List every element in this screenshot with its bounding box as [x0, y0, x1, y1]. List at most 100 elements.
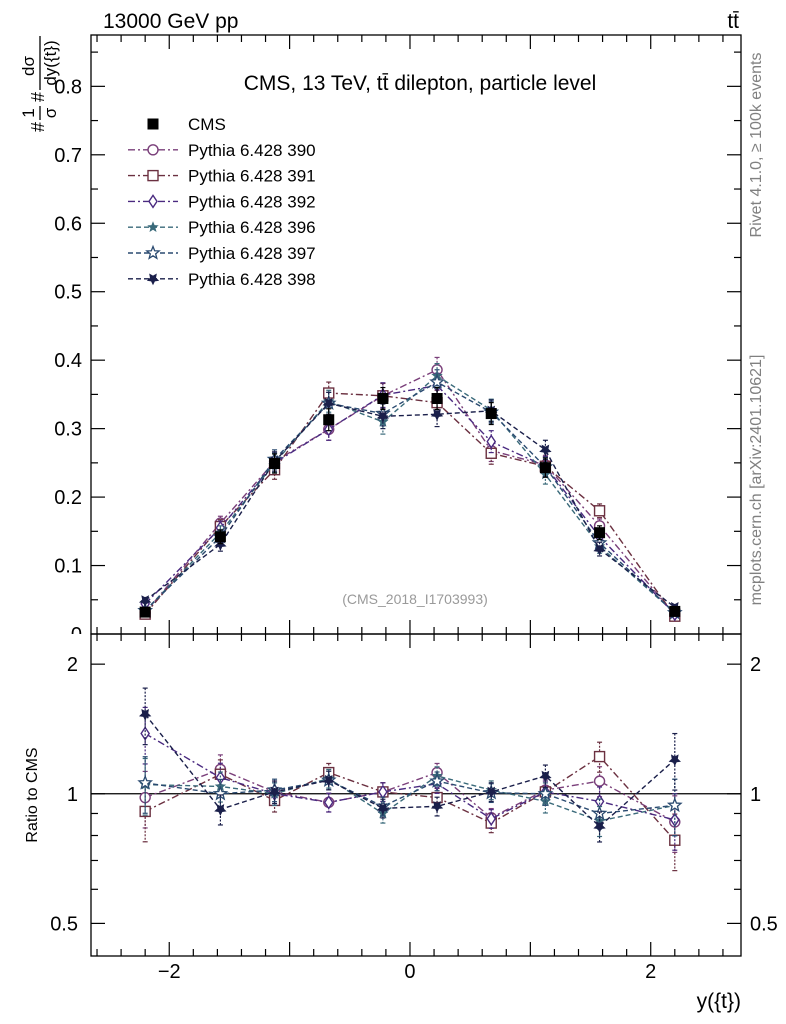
series-line [144, 368, 676, 616]
ratio-line [145, 775, 675, 822]
main-ytick-label-zero: 0 [71, 624, 82, 646]
ratio-line [145, 779, 675, 815]
ratio-point [376, 803, 390, 815]
legend-entry: Pythia 6.428 392 [128, 192, 316, 211]
ratio-y-axis-label: Ratio to CMS [24, 747, 41, 842]
data-point [430, 408, 444, 421]
data-point [429, 373, 445, 389]
ratio-point [539, 770, 552, 783]
data-point [322, 398, 335, 410]
legend-label: Pythia 6.428 397 [188, 244, 316, 263]
data-point [376, 411, 390, 423]
series-4 [139, 362, 681, 618]
ratio-ytick-label-right: 2 [750, 654, 761, 676]
series-6 [138, 391, 681, 614]
rivet-version-label: Rivet 4.1.0, ≥ 100k events [748, 53, 765, 238]
ratio-point [140, 726, 151, 741]
legend-entry: Pythia 6.428 397 [128, 244, 316, 263]
main-ytick-label: 0.3 [54, 419, 82, 441]
main-ytick-label: 0.7 [54, 145, 82, 167]
data-point [669, 605, 681, 617]
main-ytick-label: 0.6 [54, 213, 82, 235]
ratio-point [593, 821, 606, 833]
legend-entry: Pythia 6.428 390 [128, 141, 316, 160]
ratio-point [429, 772, 445, 788]
legend-label: CMS [188, 115, 226, 134]
data-point [431, 393, 443, 405]
legend-entry: Pythia 6.428 398 [128, 270, 316, 289]
data-point [594, 527, 606, 539]
ratio-point [486, 811, 497, 827]
legend-entry: Pythia 6.428 396 [128, 218, 316, 237]
data-point [377, 393, 389, 405]
xtick-label: 0 [404, 961, 415, 983]
ratio-frame [90, 633, 742, 957]
ylabel-den2: dy({t}) [41, 40, 60, 85]
ratio-point [268, 786, 281, 799]
ratio-ytick-label: 1 [67, 784, 78, 806]
ratio-point [537, 785, 554, 801]
data-point [139, 606, 151, 618]
ratio-point [593, 775, 606, 787]
ratio-series-5 [138, 687, 681, 843]
mcplots-label: mcplots.cern.ch [arXiv:2401.10621] [748, 355, 765, 606]
ratio-line [144, 713, 676, 828]
energy-label: 13000 GeV pp [103, 10, 238, 33]
series-3 [140, 372, 680, 622]
main-ytick-label: 0.5 [54, 282, 82, 304]
ratio-point [137, 774, 154, 790]
legend-label: Pythia 6.428 390 [188, 141, 316, 160]
legend-marker [147, 169, 159, 182]
series-line [144, 384, 676, 615]
legend-label: Pythia 6.428 392 [188, 192, 316, 211]
ratio-point [668, 754, 681, 767]
ylabel-den1: σ [41, 107, 60, 118]
legend-label: Pythia 6.428 398 [188, 270, 316, 289]
ratio-point [323, 795, 334, 810]
legend-marker [147, 118, 159, 130]
data-point [269, 458, 281, 470]
ratio-ytick-label: 0.5 [50, 913, 78, 935]
series-line [144, 392, 676, 617]
legend-marker [145, 244, 161, 260]
data-point [138, 595, 152, 607]
series-0 [139, 386, 681, 618]
legend-marker [146, 273, 160, 286]
process-label: tt̄ [727, 10, 739, 33]
ratio-ytick-label-right: 1 [750, 784, 761, 806]
data-point [593, 505, 606, 517]
ratio-point [666, 797, 683, 813]
series-2 [139, 381, 681, 622]
main-panel: 0.1 0.2 0.3 0.4 0.5 0.6 0.7 0.8 0 CMS, 13 TeV, t… [54, 34, 742, 646]
ratio-ytick-label-right: 0.5 [750, 913, 778, 935]
data-point [214, 531, 226, 543]
main-ytick-label: 0.2 [54, 487, 82, 509]
ratio-point [212, 785, 229, 801]
data-point [539, 462, 551, 474]
legend-label: Pythia 6.428 391 [188, 167, 316, 186]
legend: CMS Pythia 6.428 390 Pythia 6.428 391 Pythi… [128, 115, 316, 289]
legend-marker [148, 194, 158, 209]
legend-entry: Pythia 6.428 391 [128, 167, 316, 186]
ratio-point [593, 750, 606, 763]
legend-marker [147, 144, 159, 156]
main-ytick-label: 0.8 [54, 76, 82, 98]
ratio-point [322, 774, 335, 787]
legend-label: Pythia 6.428 396 [188, 218, 316, 237]
main-y-axis-label: # 1 σ # dσ dy({t}) [19, 36, 60, 132]
main-ytick-label: 0.1 [54, 556, 82, 578]
main-ytick-label: 0.4 [54, 350, 82, 372]
ratio-point [138, 708, 152, 721]
series-line [144, 402, 676, 608]
ratio-line [144, 732, 675, 821]
series-5 [137, 369, 683, 620]
ratio-panel: −2 0 2 0.5 0.5 1 1 2 2 [50, 633, 778, 983]
ylabel-num1: 1 [19, 108, 38, 117]
ratio-line [144, 768, 676, 823]
ylabel-hash: # [28, 122, 48, 132]
ratio-point [430, 801, 444, 813]
series-1 [139, 356, 681, 621]
data-point [593, 543, 606, 556]
data-point [485, 408, 497, 420]
